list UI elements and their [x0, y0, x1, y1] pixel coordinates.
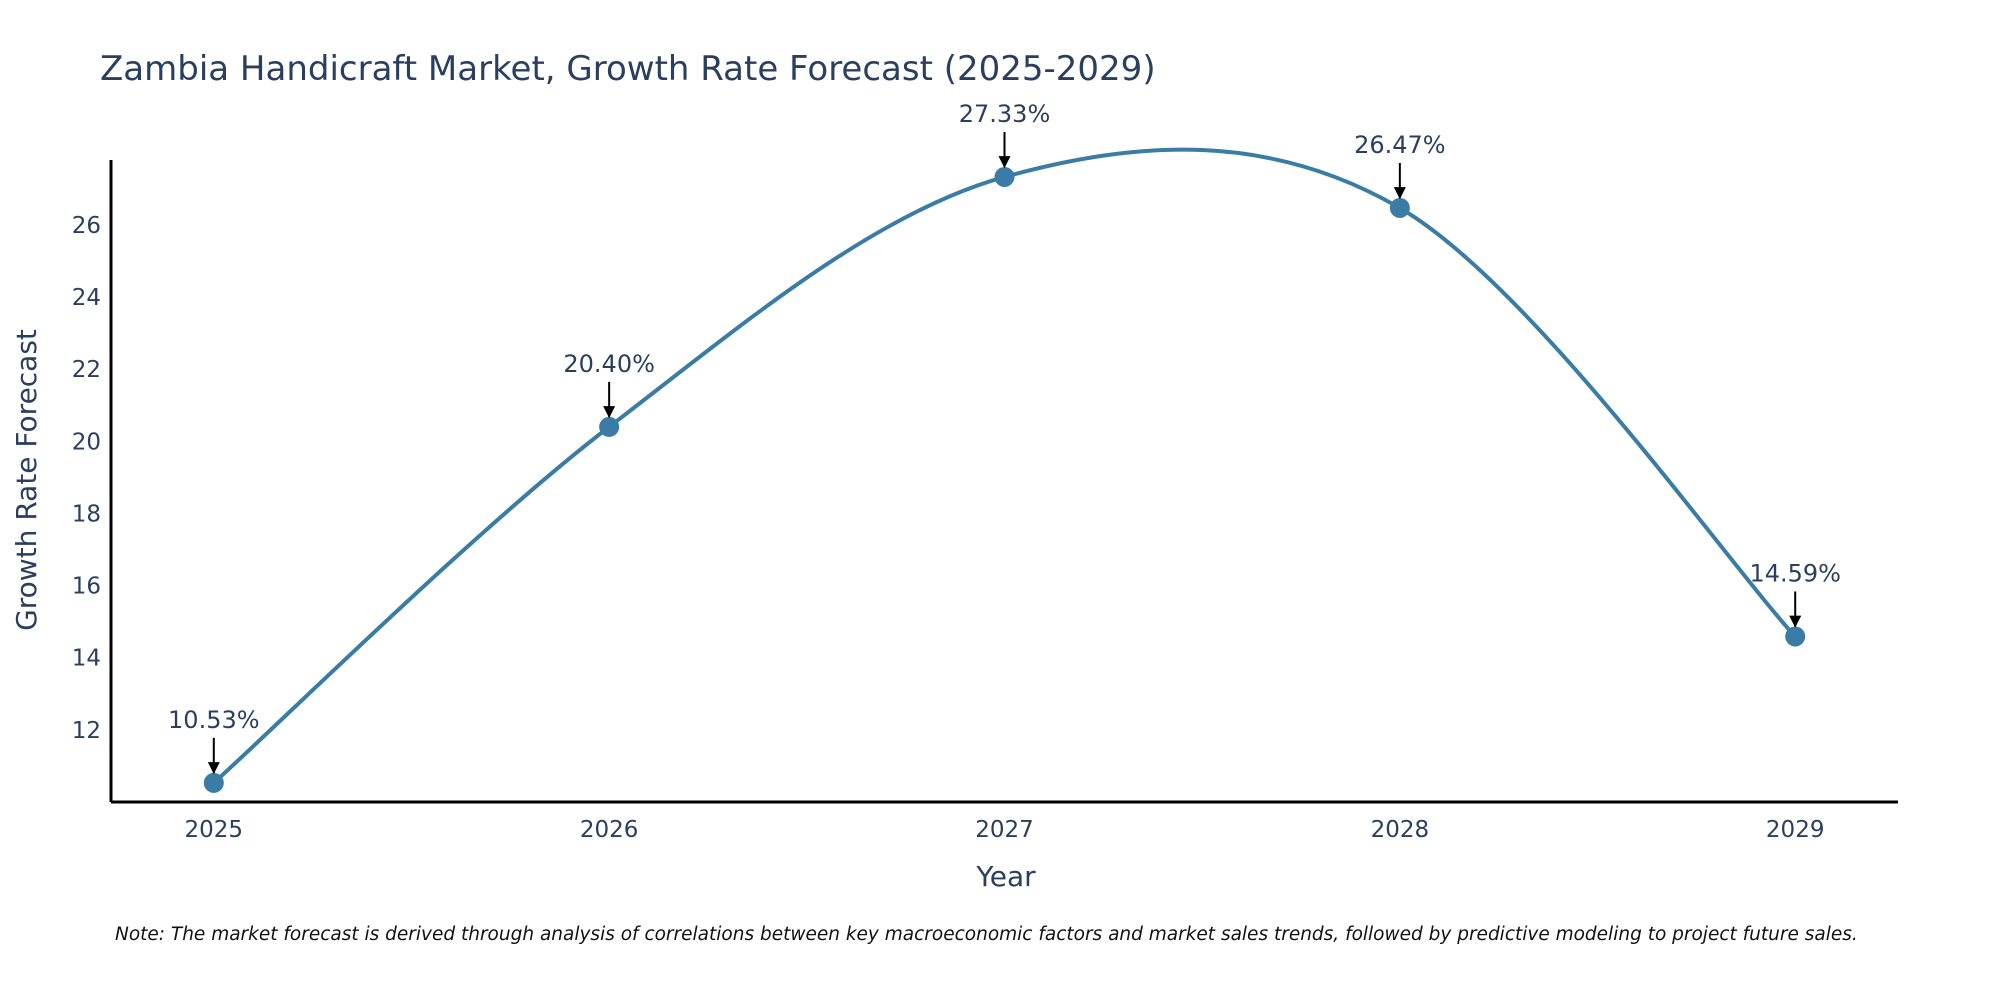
x-tick-label: 2027: [975, 817, 1034, 843]
data-point: [994, 166, 1015, 187]
x-tick-label: 2028: [1371, 817, 1430, 843]
series-line: [211, 147, 1798, 785]
data-label: 20.40%: [563, 350, 655, 378]
data-label: 10.53%: [168, 706, 260, 734]
y-tick-label: 16: [72, 574, 101, 600]
y-tick-label: 24: [72, 285, 101, 311]
x-tick-label: 2029: [1766, 817, 1825, 843]
y-tick-label: 12: [72, 718, 101, 744]
y-tick-label: 20: [72, 429, 101, 455]
x-tick-label: 2026: [580, 817, 639, 843]
data-label: 14.59%: [1749, 559, 1841, 587]
data-point: [599, 416, 620, 437]
y-tick-label: 26: [72, 213, 101, 239]
plot-area: 12 14 16 18 20 22 24 26 2025 2026 2027 2028 2029 10.5…: [72, 100, 1898, 843]
x-tick-label: 2025: [185, 817, 244, 843]
footnote: Note: The market forecast is derived thr…: [115, 924, 1858, 945]
y-tick-label: 18: [72, 501, 101, 527]
data-point: [1785, 626, 1806, 647]
y-tick-label: 14: [72, 646, 101, 672]
x-axis-title: Year: [975, 860, 1036, 893]
data-point: [1389, 197, 1410, 218]
y-axis-title: Growth Rate Forecast: [10, 329, 43, 631]
data-label: 26.47%: [1354, 131, 1446, 159]
y-tick-label: 22: [72, 357, 101, 383]
data-point: [203, 772, 224, 793]
data-label: 27.33%: [959, 100, 1051, 128]
chart-title: Zambia Handicraft Market, Growth Rate Fo…: [100, 49, 1156, 89]
